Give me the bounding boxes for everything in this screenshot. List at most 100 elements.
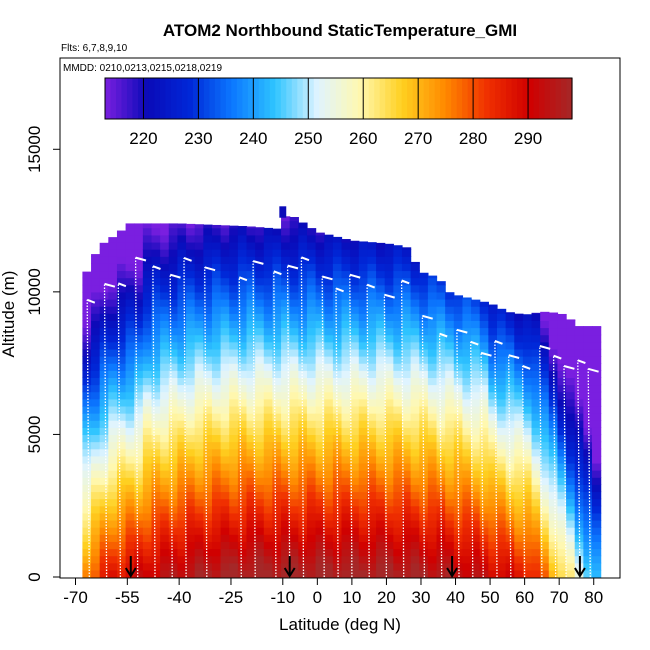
heatmap-cell xyxy=(358,263,369,272)
heatmap-cell xyxy=(540,477,550,485)
heatmap-cell xyxy=(211,270,222,279)
colorbar-swatch xyxy=(434,78,441,119)
heatmap-cell xyxy=(134,541,144,550)
heatmap-cell xyxy=(401,405,412,414)
heatmap-cell xyxy=(358,270,369,279)
heatmap-cell xyxy=(358,455,369,464)
heatmap-cell xyxy=(186,562,196,571)
heatmap-cell xyxy=(255,227,265,229)
heatmap-cell xyxy=(350,562,360,571)
heatmap-cell xyxy=(229,498,239,507)
heatmap-cell xyxy=(91,505,101,514)
heatmap-cell xyxy=(505,541,515,550)
heatmap-cell xyxy=(548,313,559,321)
heatmap-cell xyxy=(220,341,230,350)
heatmap-cell xyxy=(401,348,412,357)
heatmap-cell xyxy=(160,270,170,279)
heatmap-cell xyxy=(367,534,377,542)
heatmap-cell xyxy=(367,470,377,478)
heatmap-cell xyxy=(410,534,420,542)
heatmap-cell xyxy=(332,484,343,493)
heatmap-cell xyxy=(376,391,386,400)
heatmap-cell xyxy=(592,462,602,471)
heatmap-cell xyxy=(99,327,109,336)
heatmap-cell xyxy=(471,427,481,436)
heatmap-cell xyxy=(367,484,377,493)
heatmap-cell xyxy=(289,384,299,393)
heatmap-cell xyxy=(125,405,135,414)
heatmap-cell xyxy=(462,434,472,443)
heatmap-cell xyxy=(540,427,550,436)
heatmap-cell xyxy=(393,512,403,521)
heatmap-cell xyxy=(367,242,377,250)
heatmap-cell xyxy=(376,562,386,571)
heatmap-cell xyxy=(272,441,282,450)
heatmap-cell xyxy=(99,527,109,535)
heatmap-cell xyxy=(548,470,559,478)
heatmap-cell xyxy=(272,470,282,478)
heatmap-cell xyxy=(341,327,351,336)
heatmap-cell xyxy=(151,334,161,343)
heatmap-cell xyxy=(548,348,559,357)
heatmap-cell xyxy=(237,541,248,550)
heatmap-cell xyxy=(211,348,222,357)
heatmap-cell xyxy=(272,519,282,528)
heatmap-cell xyxy=(350,263,360,272)
heatmap-cell xyxy=(134,356,144,364)
heatmap-cell xyxy=(116,306,127,314)
heatmap-cell xyxy=(393,541,403,550)
heatmap-cell xyxy=(548,334,559,343)
heatmap-cell xyxy=(540,519,550,528)
heatmap-cell xyxy=(384,477,394,485)
flight-profile-line xyxy=(508,355,512,578)
heatmap-cell xyxy=(462,348,472,357)
x-tick-label: -25 xyxy=(219,588,244,607)
heatmap-cell xyxy=(263,512,274,521)
heatmap-cell xyxy=(279,206,287,218)
heatmap-cell xyxy=(91,277,101,286)
heatmap-cell xyxy=(358,370,369,378)
heatmap-cell xyxy=(427,534,438,542)
heatmap-cell xyxy=(194,334,204,343)
heatmap-cell xyxy=(108,484,118,493)
heatmap-cell xyxy=(281,448,291,457)
heatmap-cell xyxy=(350,291,360,300)
heatmap-cell xyxy=(522,314,533,321)
heatmap-cell xyxy=(453,420,464,428)
heatmap-cell xyxy=(229,477,239,485)
heatmap-cell xyxy=(445,391,455,400)
colorbar-tick-label: 250 xyxy=(294,129,322,148)
heatmap-cell xyxy=(367,519,377,528)
heatmap-cell xyxy=(592,505,602,514)
heatmap-cell xyxy=(306,277,317,286)
heatmap-cell xyxy=(237,227,248,236)
heatmap-cell xyxy=(384,256,394,264)
heatmap-cell xyxy=(134,441,144,450)
heatmap-cell xyxy=(237,534,248,542)
heatmap-cell xyxy=(471,477,481,485)
heatmap-cell xyxy=(479,306,489,314)
heatmap-cell xyxy=(246,512,256,521)
heatmap-cell xyxy=(548,434,559,443)
heatmap-cell xyxy=(488,527,498,535)
heatmap-cell xyxy=(445,434,455,443)
heatmap-cell xyxy=(332,249,343,257)
heatmap-cell xyxy=(583,327,593,336)
heatmap-cell xyxy=(462,341,472,350)
heatmap-cell xyxy=(350,498,360,507)
heatmap-cell xyxy=(82,313,92,321)
heatmap-cell xyxy=(211,562,222,571)
heatmap-cell xyxy=(203,348,213,357)
heatmap-cell xyxy=(592,334,602,343)
heatmap-cell xyxy=(306,234,317,243)
heatmap-cell xyxy=(393,420,403,428)
heatmap-cell xyxy=(91,370,101,378)
heatmap-cell xyxy=(574,477,584,485)
heatmap-cell xyxy=(367,284,377,293)
heatmap-cell xyxy=(255,541,265,550)
heatmap-cell xyxy=(82,441,92,450)
heatmap-cell xyxy=(82,363,92,371)
heatmap-cell xyxy=(453,320,464,329)
heatmap-cell xyxy=(410,306,420,314)
